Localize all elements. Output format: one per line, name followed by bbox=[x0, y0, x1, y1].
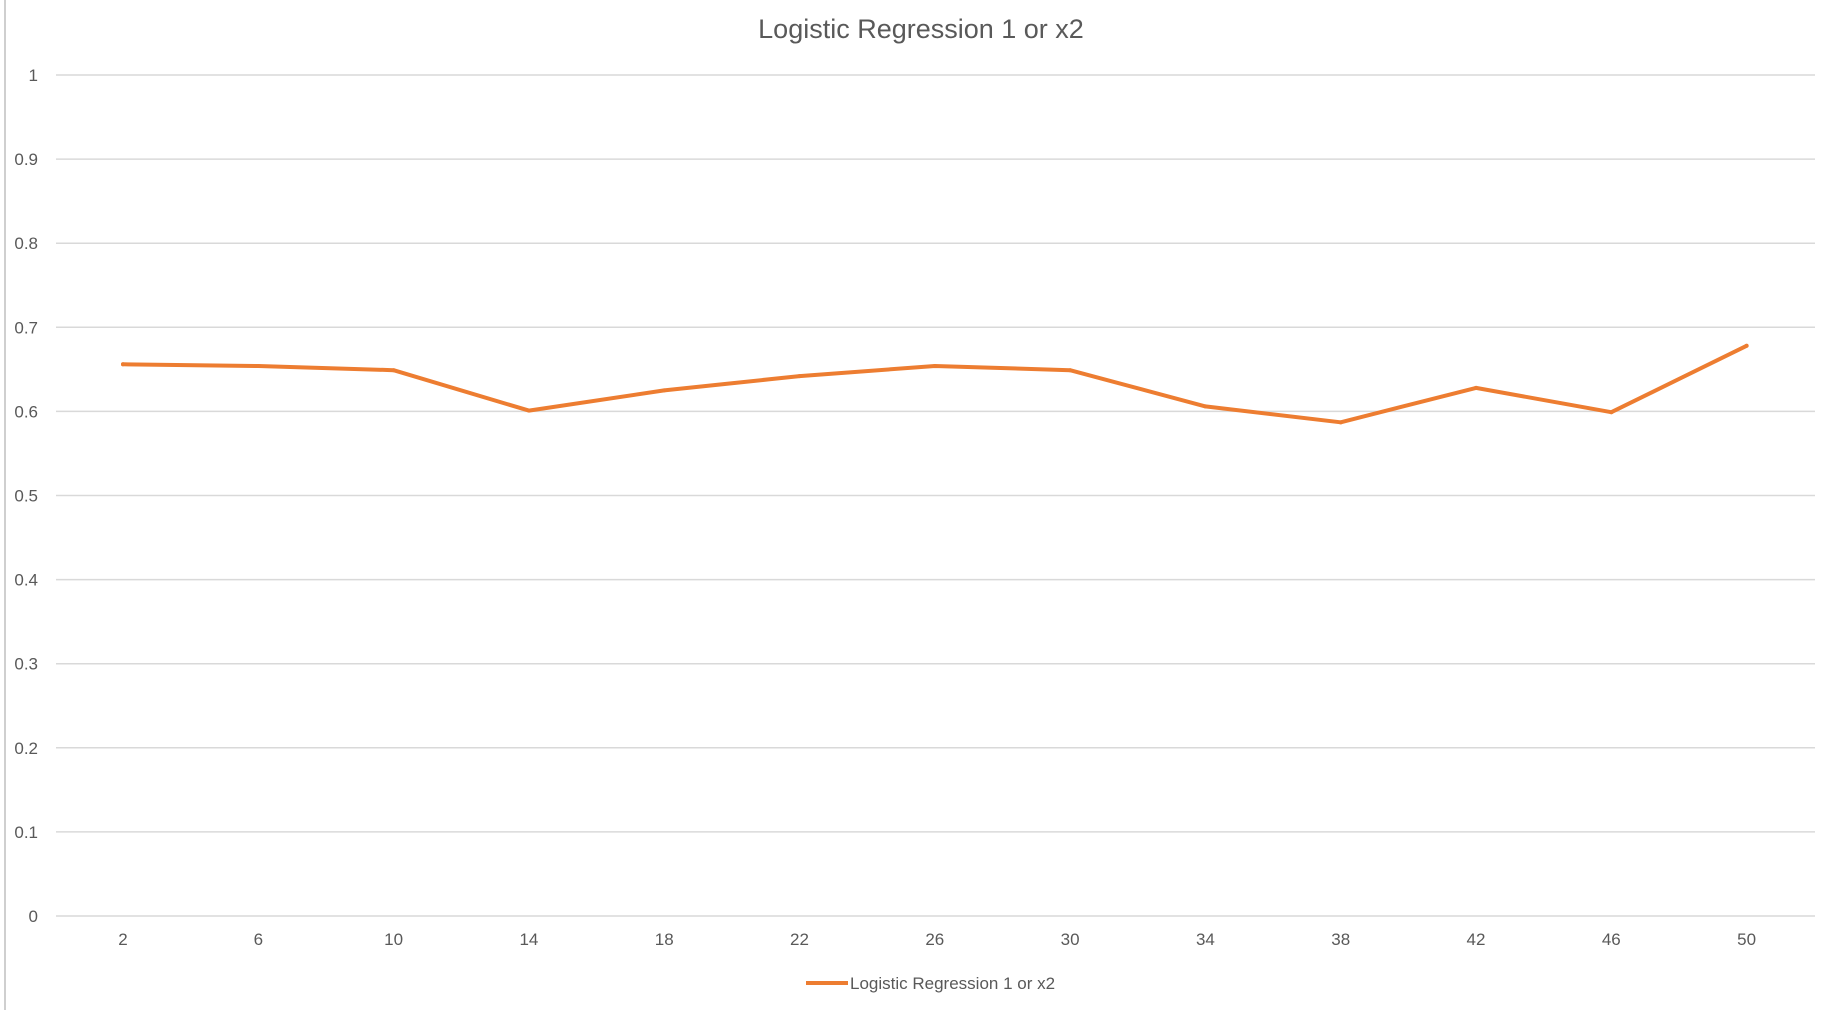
series-lines bbox=[121, 343, 1749, 425]
x-tick-label: 18 bbox=[655, 930, 674, 949]
data-point bbox=[526, 408, 531, 413]
data-point bbox=[121, 362, 125, 367]
data-point bbox=[932, 363, 937, 368]
x-tick-label: 30 bbox=[1061, 930, 1080, 949]
x-tick-label: 14 bbox=[519, 930, 538, 949]
y-tick-label: 0 bbox=[29, 907, 38, 926]
data-point bbox=[797, 374, 802, 379]
y-tick-label: 0.6 bbox=[14, 402, 38, 421]
y-tick-label: 0.5 bbox=[14, 487, 38, 506]
y-tick-label: 0.7 bbox=[14, 318, 38, 337]
chart-title: Logistic Regression 1 or x2 bbox=[758, 14, 1084, 44]
data-point bbox=[1474, 385, 1478, 390]
x-tick-label: 50 bbox=[1737, 930, 1756, 949]
legend-label: Logistic Regression 1 or x2 bbox=[850, 974, 1055, 993]
x-tick-label: 42 bbox=[1467, 930, 1486, 949]
data-point bbox=[1068, 368, 1073, 373]
gridlines bbox=[56, 74, 1815, 917]
x-tick-label: 10 bbox=[384, 930, 403, 949]
x-axis-tick-labels: 2 6 10 14 18 22 26 30 34 38 42 46 50 bbox=[118, 930, 1756, 949]
y-tick-label: 1 bbox=[29, 66, 38, 85]
data-point bbox=[662, 388, 667, 393]
data-point bbox=[391, 368, 396, 373]
y-tick-label: 0.3 bbox=[14, 655, 38, 674]
y-tick-label: 0.4 bbox=[14, 571, 38, 590]
x-tick-label: 26 bbox=[925, 930, 944, 949]
data-point bbox=[1203, 404, 1208, 409]
data-point bbox=[1744, 343, 1749, 348]
y-tick-label: 0.9 bbox=[14, 150, 38, 169]
x-tick-label: 2 bbox=[118, 930, 127, 949]
y-axis-tick-labels: 0 0.1 0.2 0.3 0.4 0.5 0.6 0.7 0.8 0.9 1 bbox=[14, 66, 38, 926]
y-tick-label: 0.8 bbox=[14, 234, 38, 253]
x-tick-label: 46 bbox=[1602, 930, 1621, 949]
x-tick-label: 6 bbox=[254, 930, 263, 949]
y-tick-label: 0.1 bbox=[14, 823, 38, 842]
x-tick-label: 22 bbox=[790, 930, 809, 949]
data-point bbox=[256, 363, 261, 368]
data-point bbox=[1609, 410, 1614, 415]
y-tick-label: 0.2 bbox=[14, 739, 38, 758]
data-point bbox=[1338, 420, 1343, 425]
x-tick-label: 38 bbox=[1331, 930, 1350, 949]
legend: Logistic Regression 1 or x2 bbox=[806, 974, 1055, 993]
x-tick-label: 34 bbox=[1196, 930, 1215, 949]
